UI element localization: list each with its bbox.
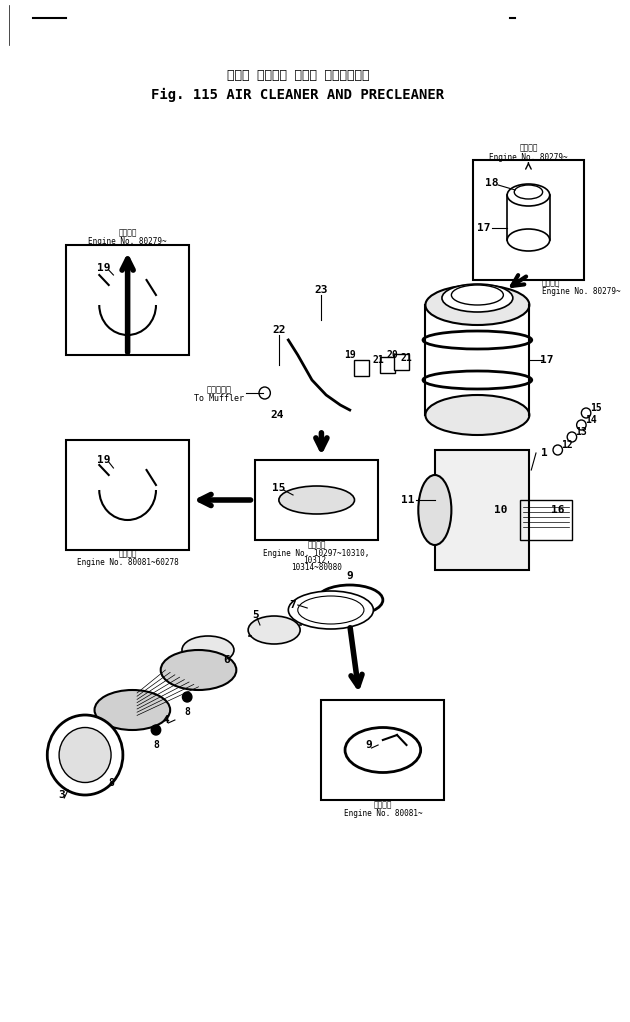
Text: 17: 17 <box>540 355 553 365</box>
Ellipse shape <box>47 715 123 795</box>
Text: 適用号販: 適用号販 <box>542 279 560 287</box>
Circle shape <box>567 432 576 442</box>
Ellipse shape <box>514 185 542 199</box>
Text: 15: 15 <box>590 403 602 413</box>
Ellipse shape <box>182 636 234 664</box>
Text: 5: 5 <box>252 610 258 620</box>
Ellipse shape <box>451 285 503 305</box>
Text: 11: 11 <box>401 495 414 505</box>
Text: Engine No. 80081~: Engine No. 80081~ <box>343 808 422 818</box>
Bar <box>380 357 395 373</box>
Text: Engine No. 80279~: Engine No. 80279~ <box>88 236 167 245</box>
Ellipse shape <box>425 394 529 435</box>
Circle shape <box>151 725 161 735</box>
Text: 16: 16 <box>551 505 564 515</box>
Text: 適用号販: 適用号販 <box>519 143 537 152</box>
Ellipse shape <box>507 184 550 206</box>
Text: 適用号販: 適用号販 <box>118 550 137 558</box>
Circle shape <box>183 692 192 702</box>
Text: 9: 9 <box>365 740 372 750</box>
Text: 14: 14 <box>585 415 597 425</box>
Text: 20: 20 <box>386 350 398 360</box>
Text: マフラーへ: マフラーへ <box>207 385 232 394</box>
Text: 8: 8 <box>108 778 115 788</box>
Text: エアー クリーナ および プリクリーナ: エアー クリーナ および プリクリーナ <box>227 68 369 82</box>
Ellipse shape <box>279 486 355 514</box>
Text: 24: 24 <box>270 410 284 420</box>
Text: 21: 21 <box>401 353 413 363</box>
Text: 6: 6 <box>224 655 230 665</box>
Text: Engine No. 80279~: Engine No. 80279~ <box>542 286 621 295</box>
Ellipse shape <box>161 650 236 690</box>
Text: 1: 1 <box>541 448 547 458</box>
Circle shape <box>576 420 586 430</box>
Bar <box>66 440 189 550</box>
Text: Engine No. 80279~: Engine No. 80279~ <box>489 152 568 161</box>
Text: 18: 18 <box>485 178 498 188</box>
Circle shape <box>259 387 270 399</box>
Text: 21: 21 <box>372 355 384 365</box>
Text: 13: 13 <box>575 427 587 437</box>
Text: 12: 12 <box>561 440 573 450</box>
Text: 3: 3 <box>58 790 65 800</box>
Text: 8: 8 <box>153 740 159 750</box>
Ellipse shape <box>298 596 364 624</box>
Text: 10: 10 <box>495 505 508 515</box>
Ellipse shape <box>248 616 300 644</box>
Text: Engine No. 10297~10310,: Engine No. 10297~10310, <box>263 549 370 557</box>
Ellipse shape <box>59 728 111 783</box>
Text: 10314~80080: 10314~80080 <box>291 562 342 571</box>
Text: 19: 19 <box>344 350 356 360</box>
Bar <box>255 460 378 540</box>
Circle shape <box>581 408 591 418</box>
Text: 4: 4 <box>162 715 169 725</box>
Text: 8: 8 <box>184 707 190 717</box>
Bar <box>435 450 529 570</box>
Text: 9: 9 <box>346 571 353 580</box>
Bar <box>472 160 584 280</box>
Bar <box>66 245 189 355</box>
Text: 17: 17 <box>478 223 491 233</box>
Text: 19: 19 <box>97 263 111 273</box>
Ellipse shape <box>94 690 170 730</box>
Text: 22: 22 <box>272 325 285 335</box>
Ellipse shape <box>507 229 550 251</box>
Circle shape <box>553 445 563 455</box>
Ellipse shape <box>442 284 513 312</box>
Text: 適用号販: 適用号販 <box>307 541 326 550</box>
Text: 10312,: 10312, <box>303 556 331 564</box>
Bar <box>353 360 369 376</box>
Text: Engine No. 80081~60278: Engine No. 80081~60278 <box>77 557 178 566</box>
Ellipse shape <box>425 285 529 325</box>
Ellipse shape <box>289 591 374 629</box>
Bar <box>321 700 444 800</box>
Text: 15: 15 <box>272 483 285 493</box>
Bar <box>394 354 410 370</box>
Text: 適用号販: 適用号販 <box>118 229 137 237</box>
Text: 19: 19 <box>97 455 111 465</box>
Bar <box>520 500 572 540</box>
Text: 23: 23 <box>314 285 328 295</box>
Ellipse shape <box>418 475 451 545</box>
Text: 7: 7 <box>290 600 297 610</box>
Text: Fig. 115 AIR CLEANER AND PRECLEANER: Fig. 115 AIR CLEANER AND PRECLEANER <box>151 88 444 102</box>
Text: To Muffler: To Muffler <box>194 393 244 403</box>
Text: 適用号販: 適用号販 <box>374 800 392 809</box>
